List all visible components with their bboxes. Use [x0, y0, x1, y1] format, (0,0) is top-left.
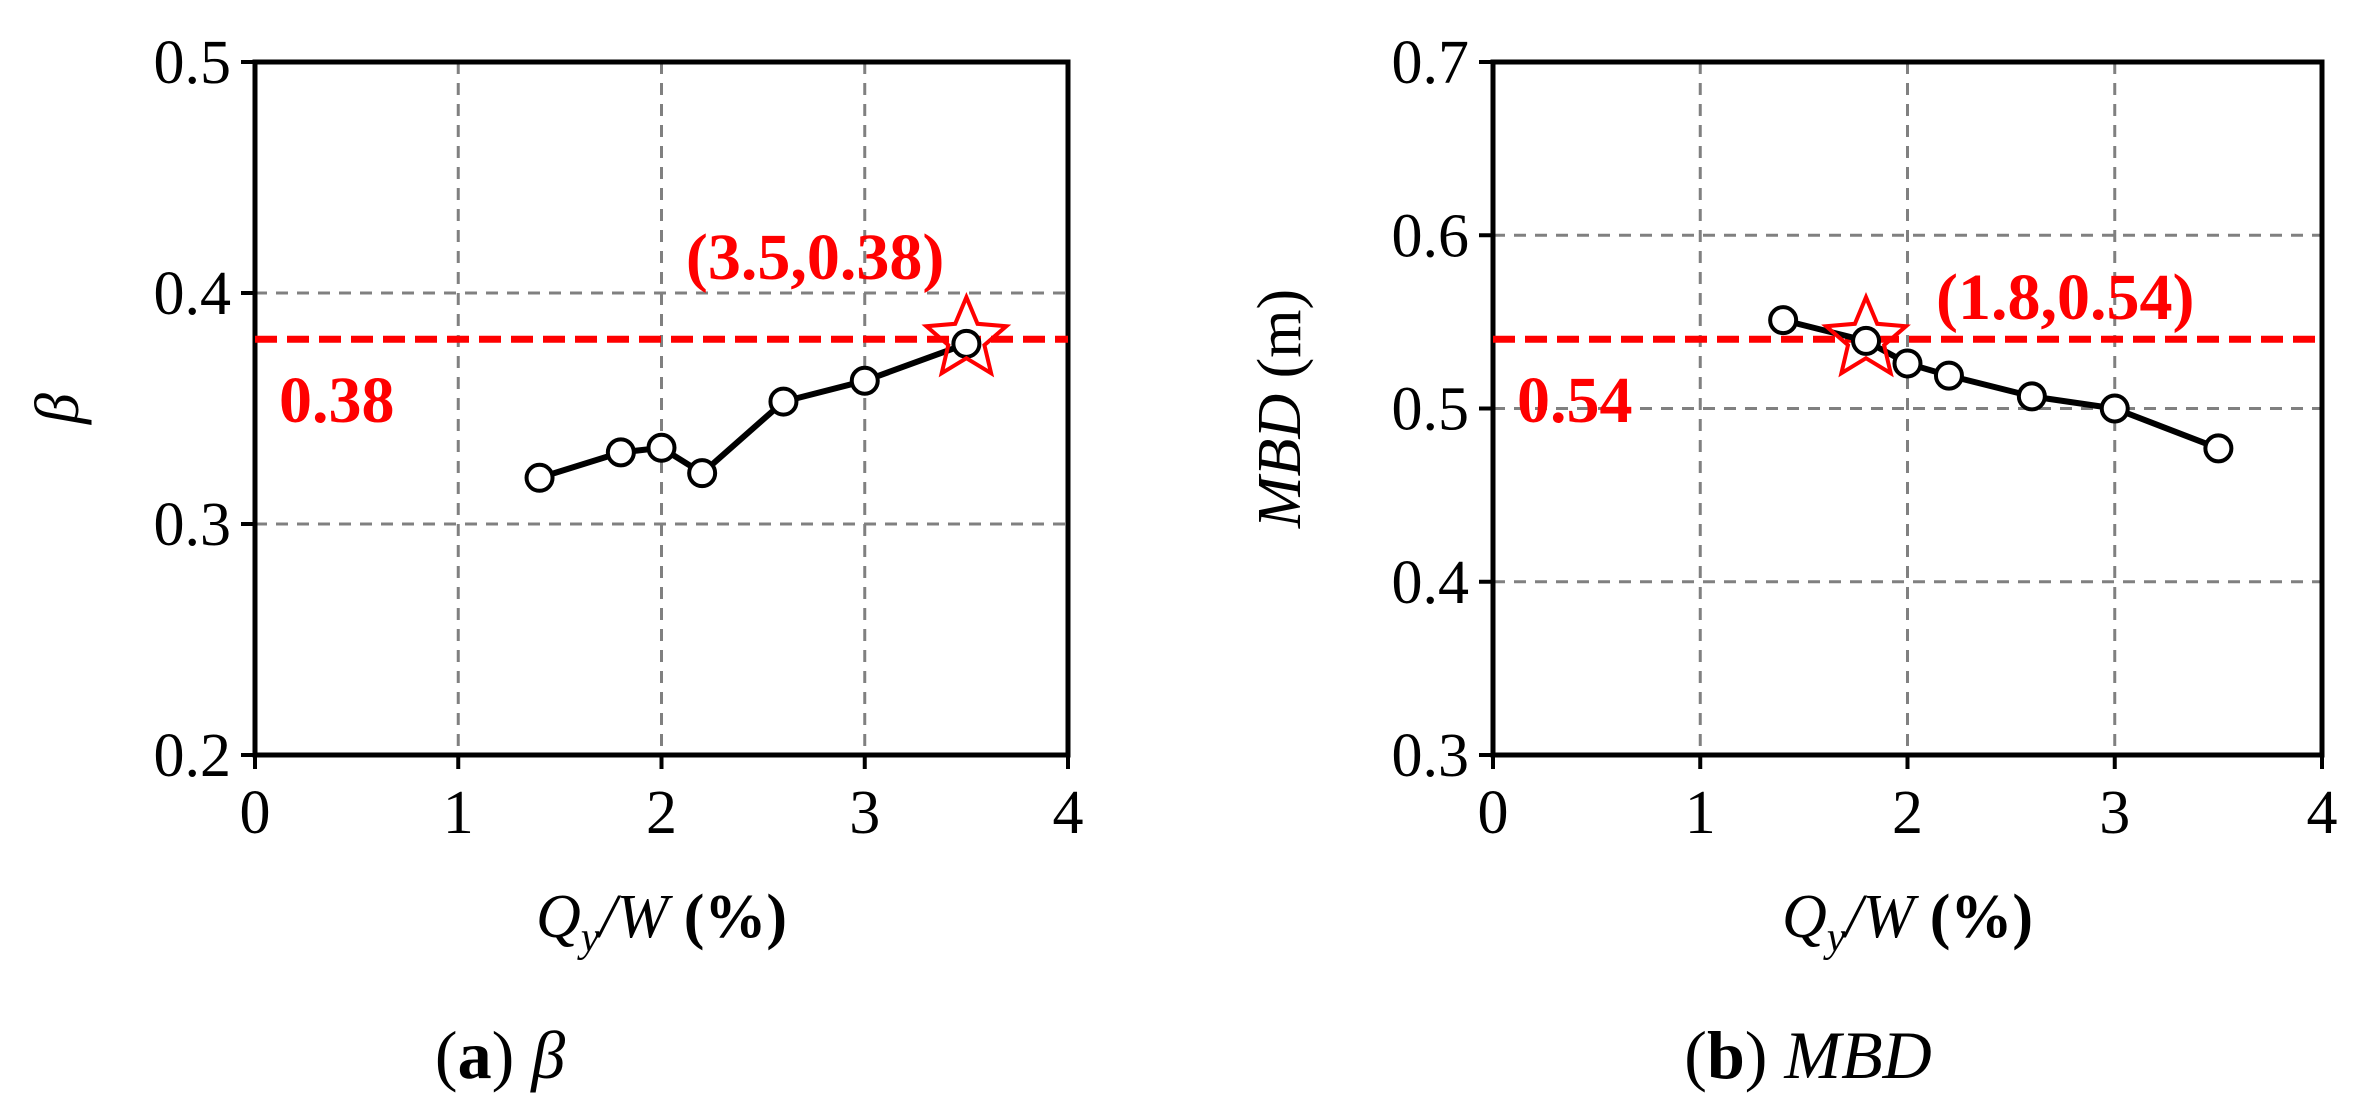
y-tick-label: 0.5: [1392, 376, 1470, 444]
x-tick-label: 3: [849, 779, 880, 847]
optimum-star-marker: [1821, 292, 1911, 378]
y-tick-label: 0.7: [1392, 29, 1470, 97]
x-axis-label-subscript: y: [577, 915, 600, 961]
x-axis-label: Qy/W (%): [536, 883, 787, 961]
caption-symbol: MBD: [1783, 1017, 1931, 1093]
data-point: [646, 432, 677, 463]
x-axis-label: Qy/W (%): [1782, 883, 2033, 961]
reference-line-label: 0.38: [279, 364, 395, 437]
y-axis-label-symbol: β: [24, 393, 92, 425]
data-point: [2203, 433, 2234, 464]
y-tick-label: 0.5: [154, 29, 232, 97]
series-line: [538, 340, 968, 481]
caption-paren-open: (: [435, 1017, 458, 1093]
x-axis-label-unit: (%): [668, 883, 787, 951]
x-axis-label-symbol: Q: [1782, 883, 1827, 951]
caption-letter: b: [1707, 1017, 1745, 1093]
x-tick-label: 0: [240, 779, 271, 847]
x-tick-label: 1: [1685, 779, 1716, 847]
x-tick-label: 3: [2099, 779, 2130, 847]
caption-paren-close: ): [492, 1017, 532, 1093]
optimum-annotation: (1.8,0.54): [1936, 261, 2194, 334]
data-point: [2099, 393, 2130, 424]
chart-panel-a: 0 1 2 3 4 0.2 0.3 0.4 0.5 Qy/W (%) β 0.38 (3.5,0.38)…: [24, 29, 1084, 1093]
data-point: [951, 328, 982, 359]
data-point: [768, 386, 799, 417]
data-point: [1768, 305, 1799, 336]
x-tick-label: 4: [1053, 779, 1084, 847]
y-tick-label: 0.2: [154, 722, 232, 790]
reference-line-label: 0.54: [1517, 364, 1633, 437]
y-tick-label: 0.4: [154, 260, 232, 328]
caption-letter: a: [458, 1017, 492, 1093]
x-axis-label-unit: (%): [1914, 883, 2033, 951]
data-point: [605, 437, 636, 468]
y-axis-label-symbol: MBD: [1246, 394, 1314, 529]
optimum-star-marker: [921, 292, 1012, 378]
data-point: [524, 462, 555, 493]
x-axis-label-denominator: /W: [1842, 883, 1919, 951]
y-axis-label-unit: (m): [1246, 289, 1314, 394]
x-tick-label: 0: [1478, 779, 1509, 847]
panel-caption: (b) MBD: [1684, 1017, 1931, 1093]
data-point: [1892, 348, 1923, 379]
x-tick-label: 2: [1892, 779, 1923, 847]
optimum-annotation: (3.5,0.38): [686, 221, 944, 294]
x-axis-label-denominator: /W: [596, 883, 673, 951]
y-tick-label: 0.3: [1392, 722, 1470, 790]
data-point: [2016, 381, 2047, 412]
x-tick-label: 4: [2307, 779, 2338, 847]
data-point: [1933, 360, 1964, 391]
x-tick-label: 1: [443, 779, 474, 847]
y-tick-label: 0.6: [1392, 202, 1470, 270]
caption-paren-close: ): [1745, 1017, 1785, 1093]
y-axis-label: β: [24, 393, 92, 425]
x-axis-label-symbol: Q: [536, 883, 581, 951]
x-tick-label: 2: [646, 779, 677, 847]
x-axis-label-subscript: y: [1823, 915, 1846, 961]
y-axis-label: MBD (m): [1246, 289, 1314, 529]
caption-paren-open: (: [1684, 1017, 1707, 1093]
data-point: [687, 458, 718, 489]
y-tick-label: 0.3: [154, 491, 232, 559]
chart-panel-b: 0 1 2 3 4 0.3 0.4 0.5 0.6 0.7 Qy/W (%) MBD (m) 0.54 (…: [1246, 29, 2338, 1093]
data-point: [1851, 325, 1882, 356]
caption-symbol: β: [529, 1017, 565, 1093]
data-point: [849, 365, 880, 396]
y-tick-label: 0.4: [1392, 549, 1470, 617]
panel-caption: (a) β: [435, 1017, 565, 1093]
